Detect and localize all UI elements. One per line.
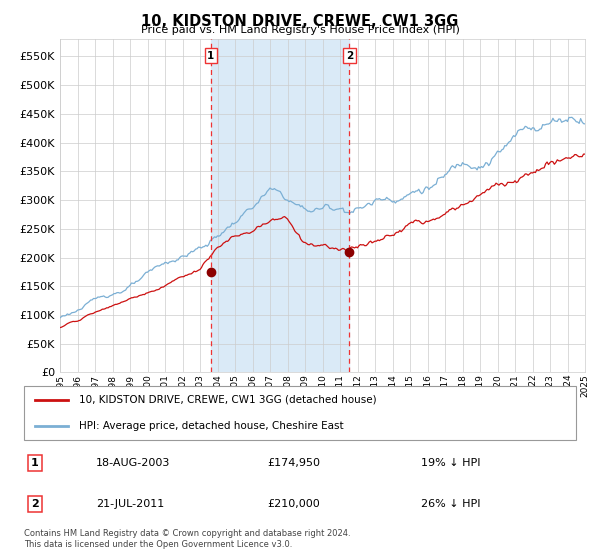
Text: 2: 2 — [346, 51, 353, 61]
Text: £210,000: £210,000 — [267, 498, 320, 508]
Text: 26% ↓ HPI: 26% ↓ HPI — [421, 498, 481, 508]
Text: 18-AUG-2003: 18-AUG-2003 — [96, 458, 170, 468]
Text: Price paid vs. HM Land Registry's House Price Index (HPI): Price paid vs. HM Land Registry's House … — [140, 25, 460, 35]
Text: 21-JUL-2011: 21-JUL-2011 — [96, 498, 164, 508]
Text: 10, KIDSTON DRIVE, CREWE, CW1 3GG: 10, KIDSTON DRIVE, CREWE, CW1 3GG — [142, 14, 458, 29]
Text: 1: 1 — [208, 51, 215, 61]
Text: 2: 2 — [31, 498, 39, 508]
Text: 10, KIDSTON DRIVE, CREWE, CW1 3GG (detached house): 10, KIDSTON DRIVE, CREWE, CW1 3GG (detac… — [79, 395, 377, 405]
Text: 1: 1 — [31, 458, 39, 468]
Text: Contains HM Land Registry data © Crown copyright and database right 2024.
This d: Contains HM Land Registry data © Crown c… — [24, 529, 350, 549]
FancyBboxPatch shape — [24, 386, 576, 440]
Text: HPI: Average price, detached house, Cheshire East: HPI: Average price, detached house, Ches… — [79, 421, 344, 431]
Text: £174,950: £174,950 — [267, 458, 320, 468]
Bar — [211, 39, 349, 372]
Text: 19% ↓ HPI: 19% ↓ HPI — [421, 458, 481, 468]
